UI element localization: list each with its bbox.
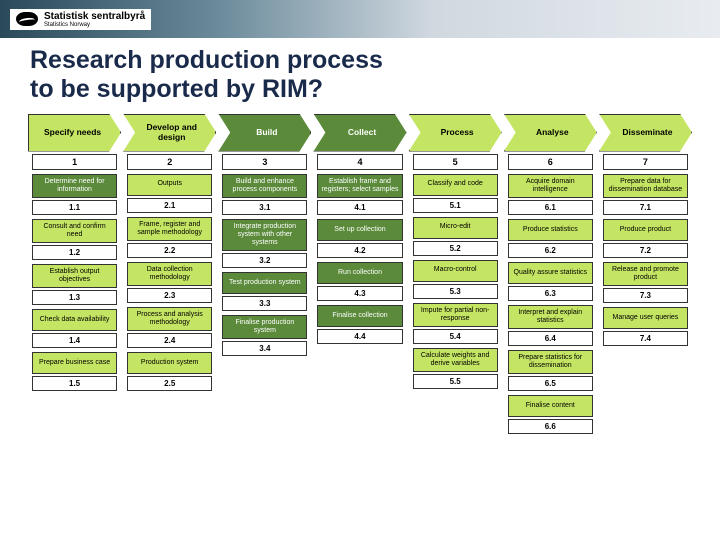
task-box: Classify and code <box>413 174 498 196</box>
task-number: 1.4 <box>32 333 117 348</box>
task-box: Process and analysis methodology <box>127 307 212 331</box>
task-number: 7.2 <box>603 243 688 258</box>
task-number: 4.1 <box>317 200 402 215</box>
task-box: Prepare statistics for dissemination <box>508 350 593 374</box>
task-box: Build and enhance process components <box>222 174 307 198</box>
phase-row: Specify needs 1 Determine need for informa… <box>28 114 692 438</box>
task-number: 4.4 <box>317 329 402 344</box>
phase-number: 1 <box>32 154 117 170</box>
task-box: Macro-control <box>413 260 498 282</box>
phase-chevron: Specify needs <box>28 114 121 152</box>
phase-number: 7 <box>603 154 688 170</box>
phase-chevron: Build <box>218 114 311 152</box>
task-number: 3.3 <box>222 296 307 311</box>
phase-chevron: Disseminate <box>599 114 692 152</box>
task-number: 7.4 <box>603 331 688 346</box>
task-box: Integrate production system with other s… <box>222 219 307 251</box>
logo-mark-icon <box>16 12 38 26</box>
task-number: 6.3 <box>508 286 593 301</box>
task-box: Determine need for information <box>32 174 117 198</box>
task-box: Prepare business case <box>32 352 117 374</box>
phase-column: Collect 4 Establish frame and registers; s… <box>313 114 406 438</box>
logo-text-wrap: Statistisk sentralbyrå Statistics Norway <box>44 11 145 28</box>
phase-chevron: Analyse <box>504 114 597 152</box>
task-number: 2.5 <box>127 376 212 391</box>
task-number: 6.5 <box>508 376 593 391</box>
task-box: Manage user queries <box>603 307 688 329</box>
task-number: 4.3 <box>317 286 402 301</box>
task-box: Establish frame and registers; select sa… <box>317 174 402 198</box>
phase-column: Process 5 Classify and code 5.1 Micro-edit 5.… <box>409 114 502 438</box>
task-box: Produce statistics <box>508 219 593 241</box>
task-number: 4.2 <box>317 243 402 258</box>
task-number: 6.4 <box>508 331 593 346</box>
task-box: Run collection <box>317 262 402 284</box>
task-number: 1.3 <box>32 290 117 305</box>
phase-chevron: Develop and design <box>123 114 216 152</box>
task-number: 7.3 <box>603 288 688 303</box>
task-box: Calculate weights and derive variables <box>413 348 498 372</box>
task-box: Set up collection <box>317 219 402 241</box>
phase-column: Develop and design 2 Outputs 2.1 Frame, regi… <box>123 114 216 438</box>
task-number: 1.5 <box>32 376 117 391</box>
task-box: Quality assure statistics <box>508 262 593 284</box>
phase-number: 4 <box>317 154 402 170</box>
title-line-1: Research production process <box>30 46 383 74</box>
logo-name: Statistisk sentralbyrå <box>44 11 145 22</box>
page-title: Research production process to be suppor… <box>30 46 720 104</box>
task-box: Impute for partial non-response <box>413 303 498 327</box>
phase-column: Specify needs 1 Determine need for informa… <box>28 114 121 438</box>
task-number: 6.2 <box>508 243 593 258</box>
task-box: Production system <box>127 352 212 374</box>
phase-chevron: Collect <box>313 114 406 152</box>
task-box: Micro-edit <box>413 217 498 239</box>
task-box: Test production system <box>222 272 307 294</box>
task-box: Establish output objectives <box>32 264 117 288</box>
task-number: 2.4 <box>127 333 212 348</box>
task-number: 3.4 <box>222 341 307 356</box>
task-number: 2.2 <box>127 243 212 258</box>
task-number: 3.1 <box>222 200 307 215</box>
task-box: Consult and confirm need <box>32 219 117 243</box>
task-box: Finalise content <box>508 395 593 417</box>
phase-number: 5 <box>413 154 498 170</box>
task-number: 2.3 <box>127 288 212 303</box>
logo: Statistisk sentralbyrå Statistics Norway <box>10 9 151 30</box>
task-number: 5.4 <box>413 329 498 344</box>
task-number: 5.1 <box>413 198 498 213</box>
task-number: 7.1 <box>603 200 688 215</box>
phase-number: 2 <box>127 154 212 170</box>
phase-column: Disseminate 7 Prepare data for disseminati… <box>599 114 692 438</box>
task-number: 2.1 <box>127 198 212 213</box>
task-box: Produce product <box>603 219 688 241</box>
title-line-2: to be supported by RIM? <box>30 75 323 103</box>
task-number: 5.3 <box>413 284 498 299</box>
task-box: Frame, register and sample methodology <box>127 217 212 241</box>
task-number: 1.2 <box>32 245 117 260</box>
task-box: Data collection methodology <box>127 262 212 286</box>
task-number: 6.6 <box>508 419 593 434</box>
task-number: 5.5 <box>413 374 498 389</box>
task-number: 6.1 <box>508 200 593 215</box>
task-box: Check data availability <box>32 309 117 331</box>
task-number: 3.2 <box>222 253 307 268</box>
process-diagram: Specify needs 1 Determine need for informa… <box>0 114 720 438</box>
header-band: Statistisk sentralbyrå Statistics Norway <box>0 0 720 38</box>
task-box: Finalise collection <box>317 305 402 327</box>
phase-column: Analyse 6 Acquire domain intelligence 6.1 Pr… <box>504 114 597 438</box>
task-number: 5.2 <box>413 241 498 256</box>
phase-number: 3 <box>222 154 307 170</box>
task-box: Finalise production system <box>222 315 307 339</box>
phase-number: 6 <box>508 154 593 170</box>
phase-column: Build 3 Build and enhance process componen… <box>218 114 311 438</box>
task-box: Interpret and explain statistics <box>508 305 593 329</box>
phase-chevron: Process <box>409 114 502 152</box>
task-box: Outputs <box>127 174 212 196</box>
logo-subtitle: Statistics Norway <box>44 22 145 28</box>
task-box: Prepare data for dissemination database <box>603 174 688 198</box>
task-box: Acquire domain intelligence <box>508 174 593 198</box>
task-number: 1.1 <box>32 200 117 215</box>
task-box: Release and promote product <box>603 262 688 286</box>
